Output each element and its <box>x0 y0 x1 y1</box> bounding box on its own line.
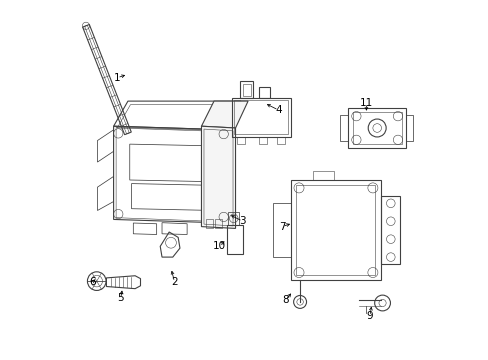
Text: 10: 10 <box>212 241 225 251</box>
Text: 8: 8 <box>282 295 288 305</box>
Text: 11: 11 <box>359 98 372 108</box>
Text: 2: 2 <box>171 277 178 287</box>
Text: 6: 6 <box>89 277 95 287</box>
Text: 1: 1 <box>114 73 120 83</box>
Text: 3: 3 <box>239 216 245 226</box>
Polygon shape <box>201 101 247 128</box>
Text: 7: 7 <box>278 222 285 231</box>
Text: 9: 9 <box>366 311 372 321</box>
Text: 5: 5 <box>117 293 124 303</box>
Text: 4: 4 <box>275 105 281 115</box>
Polygon shape <box>201 126 235 228</box>
